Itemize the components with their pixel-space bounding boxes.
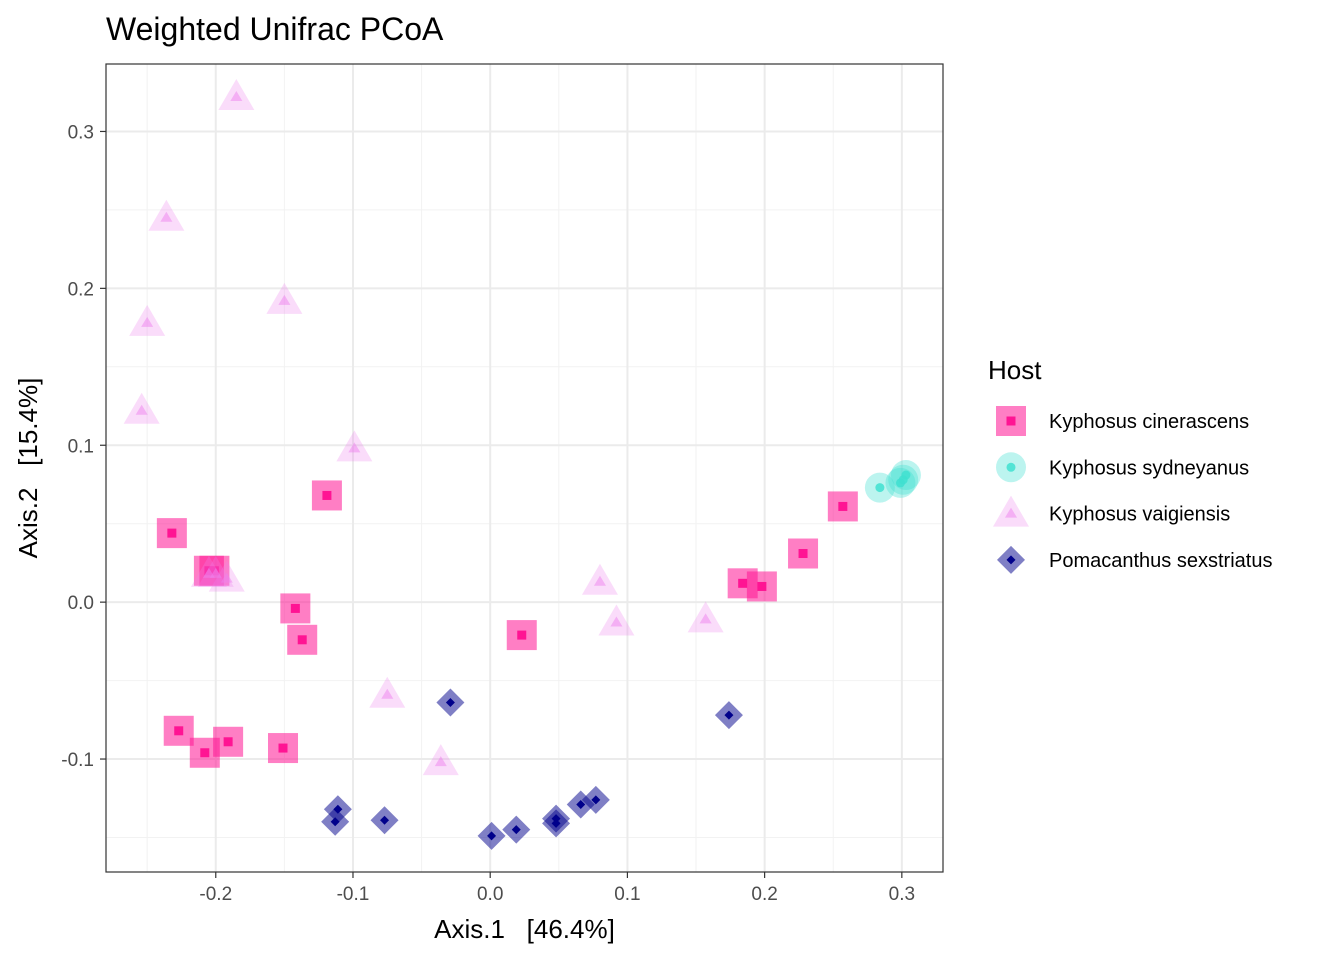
point-kyphosus-vaigiensis — [148, 199, 185, 231]
point-kyphosus-vaigiensis — [208, 560, 245, 592]
y-tick-label: 0.2 — [68, 279, 94, 300]
plot-panel-border — [105, 63, 944, 873]
y-tick-label: -0.1 — [61, 750, 94, 771]
point-pomacanthus-sexstriatus — [714, 701, 743, 730]
point-pomacanthus-sexstriatus — [436, 688, 465, 717]
grid-major — [106, 64, 943, 872]
point-kyphosus-vaigiensis — [129, 304, 166, 336]
point-kyphosus-cinerascens — [746, 571, 777, 602]
legend-label: Kyphosus sydneyanus — [1049, 457, 1249, 479]
point-kyphosus-cinerascens — [280, 593, 311, 624]
chart-title: Weighted Unifrac PCoA — [106, 11, 444, 47]
point-kyphosus-vaigiensis — [422, 744, 459, 776]
point-kyphosus-vaigiensis — [581, 563, 618, 595]
data-points — [123, 78, 921, 850]
point-kyphosus-cinerascens — [287, 624, 318, 655]
point-pomacanthus-sexstriatus — [477, 821, 506, 850]
x-tick-label: -0.1 — [337, 884, 370, 905]
point-kyphosus-vaigiensis — [266, 282, 303, 314]
point-kyphosus-vaigiensis — [369, 676, 406, 708]
y-tick-label: 0.0 — [68, 593, 94, 614]
point-kyphosus-cinerascens — [213, 726, 244, 757]
point-kyphosus-cinerascens — [788, 538, 819, 569]
grid-minor — [106, 64, 943, 872]
legend-item-kyphosus-sydneyanus: Kyphosus sydneyanus — [996, 452, 1249, 483]
point-kyphosus-vaigiensis — [123, 392, 160, 424]
y-axis: -0.1 0.0 0.1 0.2 0.3 — [61, 122, 106, 771]
point-kyphosus-cinerascens — [268, 733, 299, 764]
plot-panel-background — [106, 64, 943, 872]
point-pomacanthus-sexstriatus — [321, 807, 350, 836]
point-kyphosus-sydneyanus — [864, 472, 895, 503]
point-pomacanthus-sexstriatus — [581, 785, 610, 814]
y-tick-label: 0.3 — [68, 122, 94, 143]
point-kyphosus-vaigiensis — [336, 430, 373, 462]
x-tick-label: 0.3 — [889, 884, 915, 905]
legend-key-kyphosus-sydneyanus — [996, 452, 1026, 483]
point-kyphosus-cinerascens — [163, 715, 194, 746]
legend-item-kyphosus-vaigiensis: Kyphosus vaigiensis — [993, 495, 1230, 527]
legend-title: Host — [988, 355, 1042, 385]
x-axis-title: Axis.1 [46.4%] — [434, 914, 615, 944]
point-kyphosus-cinerascens — [827, 491, 858, 522]
x-axis: -0.2 -0.1 0.0 0.1 0.2 0.3 — [199, 872, 915, 905]
y-axis-title: Axis.2 [15.4%] — [13, 378, 43, 559]
legend-key-kyphosus-cinerascens — [996, 406, 1026, 436]
legend-item-pomacanthus-sexstriatus: Pomacanthus sexstriatus — [997, 545, 1272, 574]
x-tick-label: 0.1 — [614, 884, 640, 905]
x-tick-label: 0.0 — [477, 884, 503, 905]
x-tick-label: 0.2 — [751, 884, 777, 905]
y-tick-label: 0.1 — [68, 436, 94, 457]
point-kyphosus-vaigiensis — [687, 601, 724, 633]
point-kyphosus-cinerascens — [311, 480, 342, 511]
point-kyphosus-vaigiensis — [218, 78, 255, 110]
legend-item-kyphosus-cinerascens: Kyphosus cinerascens — [996, 406, 1249, 436]
legend-key-pomacanthus-sexstriatus — [997, 545, 1025, 574]
legend-key-kyphosus-vaigiensis — [993, 495, 1029, 527]
x-tick-label: -0.2 — [199, 884, 232, 905]
point-kyphosus-cinerascens — [506, 620, 537, 651]
point-kyphosus-vaigiensis — [598, 604, 635, 636]
point-kyphosus-cinerascens — [156, 518, 187, 549]
point-pomacanthus-sexstriatus — [502, 815, 531, 844]
legend-label: Kyphosus vaigiensis — [1049, 504, 1230, 526]
legend-label: Pomacanthus sexstriatus — [1049, 550, 1272, 572]
point-pomacanthus-sexstriatus — [542, 809, 571, 838]
point-pomacanthus-sexstriatus — [370, 806, 399, 835]
legend: Host Kyphosus cinerascens Kyphosus sydney… — [988, 355, 1272, 574]
legend-label: Kyphosus cinerascens — [1049, 411, 1249, 433]
point-kyphosus-sydneyanus — [890, 460, 921, 491]
